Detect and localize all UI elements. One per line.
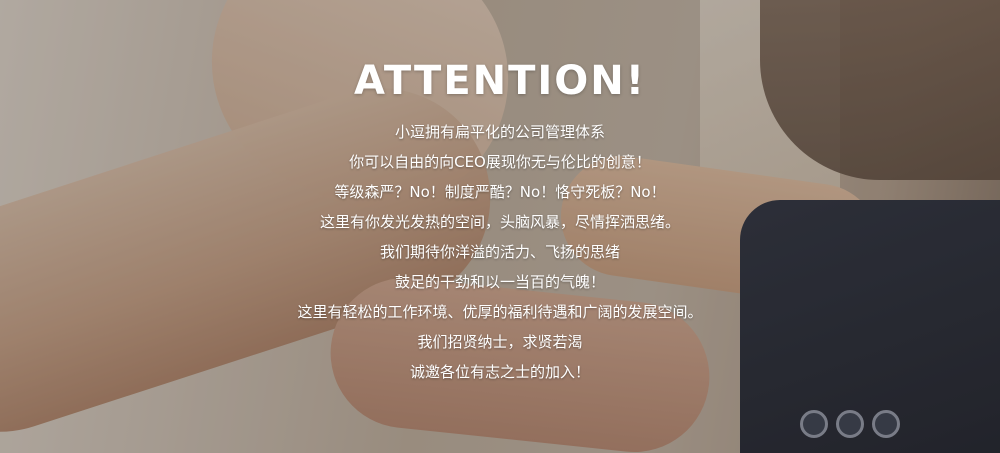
cuff-button	[800, 410, 828, 438]
cuff-button	[836, 410, 864, 438]
sleeve-buttons	[800, 410, 900, 438]
message-lines: 小逗拥有扁平化的公司管理体系 你可以自由的向CEO展现你无与伦比的创意！ 等级森…	[0, 117, 1000, 387]
message-line: 你可以自由的向CEO展现你无与伦比的创意！	[349, 153, 651, 171]
background-sleeve-top-right	[760, 0, 1000, 180]
background-suit-sleeve	[740, 200, 1000, 453]
message-line: 等级森严？No！制度严酷？No！恪守死板？No！	[334, 183, 666, 201]
message-line: 我们期待你洋溢的活力、飞扬的思绪	[379, 243, 620, 261]
message-line: 这里有你发光发热的空间，头脑风暴，尽情挥洒思绪。	[319, 213, 680, 231]
message-line: 这里有轻松的工作环境、优厚的福利待遇和广阔的发展空间。	[297, 303, 703, 321]
message-line: 我们招贤纳士，求贤若渴	[417, 333, 583, 351]
message-line: 小逗拥有扁平化的公司管理体系	[394, 123, 605, 141]
message-line: 诚邀各位有志之士的加入！	[409, 363, 590, 381]
cuff-button	[872, 410, 900, 438]
message-line: 鼓足的干劲和以一当百的气魄！	[394, 273, 605, 291]
headline: ATTENTION!	[353, 58, 647, 104]
